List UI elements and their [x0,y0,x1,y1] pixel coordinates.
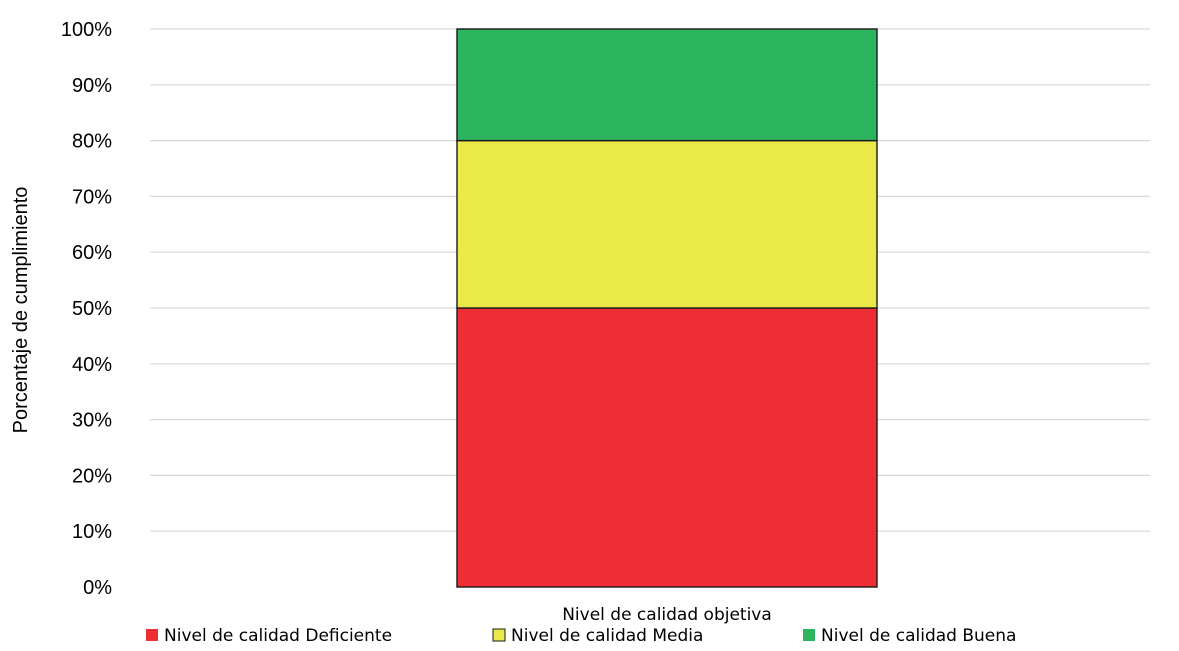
y-axis-ticks: 0% 10% 20% 30% 40% 50% 60% 70% 80% 90% 100% [61,19,112,599]
legend-swatch [803,629,815,641]
x-axis-categories: Nivel de calidad objetiva [562,605,772,625]
y-tick-label: 90% [72,75,112,97]
y-axis-title: Porcentaje de cumplimiento [10,187,32,434]
y-tick-label: 60% [72,242,112,264]
legend: Nivel de calidad Deficiente Nivel de cali… [146,626,1016,646]
y-tick-label: 100% [61,19,112,41]
legend-item: Nivel de calidad Media [492,626,703,646]
y-tick-label: 40% [72,354,112,376]
bar-segment-1 [456,307,878,588]
y-tick-label: 0% [83,577,112,599]
legend-label: Nivel de calidad Buena [821,626,1016,646]
legend-item: Nivel de calidad Deficiente [146,626,392,646]
y-tick-label: 20% [72,465,112,487]
bar-segment-2 [456,139,878,309]
y-tick-label: 30% [72,410,112,432]
legend-item: Nivel de calidad Buena [803,626,1016,646]
legend-swatch [492,628,506,642]
y-tick-label: 70% [72,186,112,208]
y-tick-label: 10% [72,521,112,543]
bar-segments [456,28,878,588]
legend-swatch [146,629,158,641]
bar-segment-3 [456,28,878,142]
y-tick-label: 50% [72,298,112,320]
legend-label: Nivel de calidad Media [511,626,703,646]
y-tick-label: 80% [72,131,112,153]
legend-label: Nivel de calidad Deficiente [164,626,392,646]
x-category-label: Nivel de calidad objetiva [562,605,772,625]
